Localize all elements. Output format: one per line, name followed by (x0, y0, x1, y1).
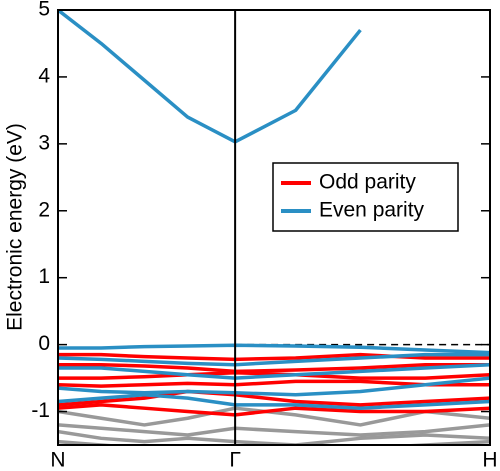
legend-box (272, 162, 459, 232)
y-tick-label: 5 (38, 0, 50, 21)
x-tick-label: H (482, 449, 497, 471)
y-tick-label: 2 (38, 198, 50, 221)
legend-label: Odd parity (319, 171, 416, 194)
legend-label: Even parity (319, 199, 425, 222)
y-axis-label: Electronic energy (eV) (4, 123, 27, 331)
y-tick-label: 0 (38, 332, 50, 355)
y-tick-label: 3 (38, 131, 50, 154)
band-line (58, 429, 490, 445)
x-tick-label: Γ (229, 449, 241, 471)
band-line (58, 343, 490, 355)
plot-frame (57, 9, 491, 446)
y-tick-label: -1 (31, 399, 50, 422)
band-line (58, 10, 362, 144)
y-tick-label: 1 (38, 265, 50, 288)
y-tick-label: 4 (38, 64, 50, 87)
x-tick-label: N (50, 449, 65, 471)
